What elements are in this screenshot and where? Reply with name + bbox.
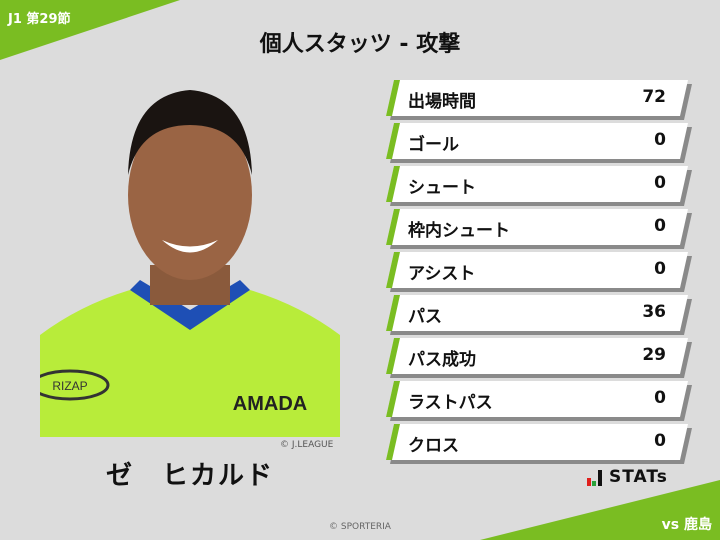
- row-box: [386, 209, 688, 245]
- stat-value: 0: [654, 216, 666, 236]
- stat-row: パス 36: [386, 295, 688, 331]
- stat-row: ゴール 0: [386, 123, 688, 159]
- row-box: [386, 123, 688, 159]
- player-photo: RIZAP AMADA: [40, 75, 340, 437]
- stat-value: 0: [654, 130, 666, 150]
- stat-label: ゴール: [408, 135, 459, 155]
- stat-row: 出場時間 72: [386, 80, 688, 116]
- stat-value: 36: [642, 302, 666, 322]
- stat-row: パス成功 29: [386, 338, 688, 374]
- stat-row: 枠内シュート 0: [386, 209, 688, 245]
- stat-row: クロス 0: [386, 424, 688, 460]
- stat-label: 出場時間: [408, 92, 476, 112]
- stat-value: 0: [654, 431, 666, 451]
- stat-row: シュート 0: [386, 166, 688, 202]
- stat-value: 29: [642, 345, 666, 365]
- stat-value: 0: [654, 173, 666, 193]
- footer-copyright: © SPORTERIA: [329, 522, 391, 532]
- stat-value: 0: [654, 259, 666, 279]
- sponsor-logo: RIZAP: [52, 379, 87, 393]
- brand-logo: AMADA: [233, 393, 307, 415]
- stat-row: ラストパス 0: [386, 381, 688, 417]
- stat-row: アシスト 0: [386, 252, 688, 288]
- row-box: [386, 252, 688, 288]
- stats-logo-text: STATs: [609, 467, 668, 487]
- round-label: J1 第29節: [8, 12, 71, 27]
- row-box: [386, 424, 688, 460]
- row-box: [386, 381, 688, 417]
- stat-label: パス: [408, 307, 442, 327]
- row-box: [386, 80, 688, 116]
- stat-label: アシスト: [408, 264, 476, 284]
- photo-credit: © J.LEAGUE: [280, 440, 334, 450]
- stat-value: 0: [654, 388, 666, 408]
- row-box: [386, 295, 688, 331]
- row-box: [386, 166, 688, 202]
- bar-chart-icon: [587, 470, 602, 486]
- stat-label: 枠内シュート: [408, 221, 510, 241]
- player-name: ゼ ヒカルド: [105, 461, 274, 491]
- stats-logo: STATs: [587, 469, 668, 486]
- opponent-label: vs 鹿島: [661, 517, 712, 533]
- stat-label: クロス: [408, 436, 459, 456]
- stat-label: ラストパス: [408, 393, 493, 413]
- stat-value: 72: [642, 87, 666, 107]
- stat-label: シュート: [408, 178, 476, 198]
- stat-label: パス成功: [408, 350, 476, 370]
- row-box: [386, 338, 688, 374]
- page-title: 個人スタッツ - 攻撃: [259, 32, 461, 57]
